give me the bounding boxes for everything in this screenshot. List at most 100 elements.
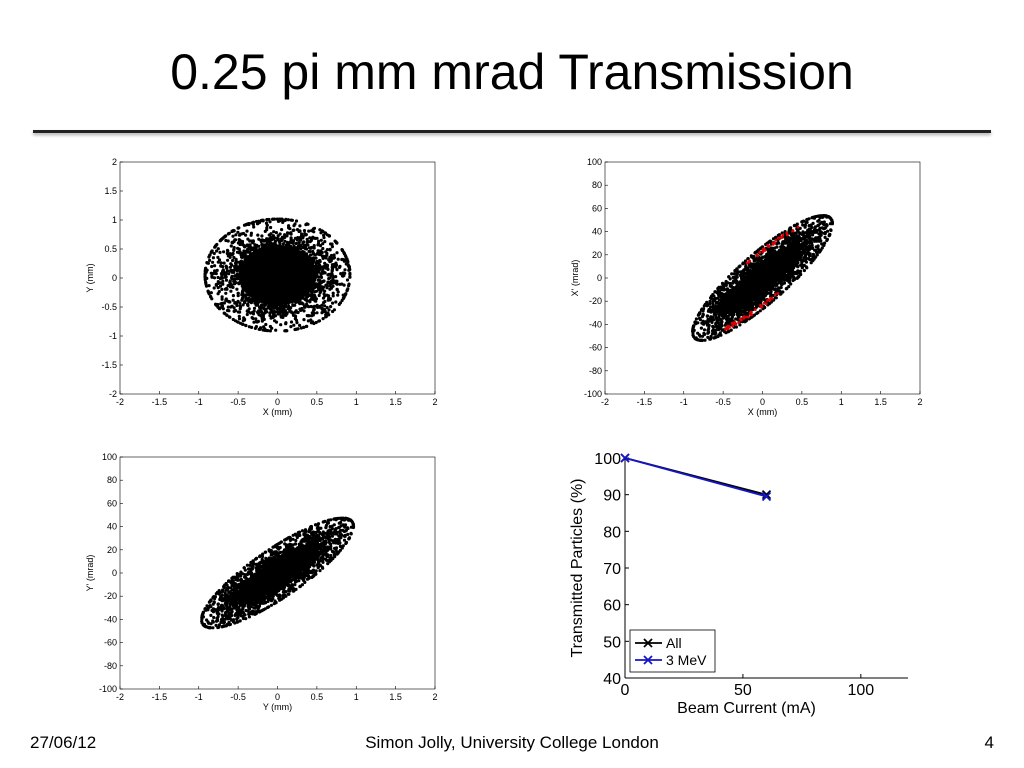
scatter-point (799, 273, 802, 276)
scatter-point (329, 260, 332, 263)
scatter-point (204, 281, 207, 284)
scatter-point (244, 324, 247, 327)
scatter-point (812, 216, 815, 219)
scatter-point (242, 252, 245, 255)
scatter-point (256, 234, 259, 237)
scatter-point (713, 308, 716, 311)
scatter-point (332, 292, 335, 295)
scatter-point (804, 226, 807, 229)
scatter-point (275, 321, 278, 324)
scatter-point (263, 329, 266, 332)
scatter-point (311, 311, 314, 314)
scatter-point (229, 262, 232, 265)
scatter-point (721, 283, 724, 286)
scatter-point (818, 237, 821, 240)
scatter-point (269, 226, 272, 229)
scatter-point (226, 249, 229, 252)
scatter-point (218, 251, 221, 254)
x-tick-label: -2 (116, 397, 124, 407)
scatter-point (335, 241, 338, 244)
scatter-point (295, 242, 298, 245)
scatter-point (224, 299, 227, 302)
scatter-point (224, 276, 227, 279)
scatter-point (235, 288, 238, 291)
scatter-point (755, 312, 758, 315)
scatter-point (345, 262, 348, 265)
y-tick-label: -0.5 (101, 302, 117, 312)
scatter-point (817, 232, 820, 235)
scatter-point (311, 251, 314, 254)
scatter-point (323, 304, 326, 307)
scatter-point (320, 281, 323, 284)
scatter-point (313, 244, 316, 247)
scatter-point (226, 259, 229, 262)
scatter-point (313, 297, 316, 300)
scatter-point (331, 274, 334, 277)
scatter-point (278, 242, 281, 245)
scatter-point (734, 269, 737, 272)
scatter-point (317, 283, 320, 286)
y-axis-label: Y (mm) (85, 263, 95, 292)
scatter-point (800, 237, 803, 240)
scatter-point (217, 280, 220, 283)
scatter-point (331, 245, 334, 248)
scatter-point (277, 234, 280, 237)
scatter-point (308, 236, 311, 239)
scatter-point (215, 243, 218, 246)
scatter-point (341, 258, 344, 261)
scatter-point (211, 249, 214, 252)
y-tick-label: -1.5 (101, 360, 117, 370)
title-divider (33, 130, 991, 133)
scatter-point (217, 247, 220, 250)
scatter-point (207, 262, 210, 265)
scatter-point (208, 254, 211, 257)
scatter-point (699, 339, 702, 342)
scatter-density-core (238, 245, 316, 305)
scatter-point (204, 267, 207, 270)
scatter-point (260, 243, 263, 246)
scatter-point (791, 279, 794, 282)
scatter-point (348, 265, 351, 268)
scatter-point (213, 252, 216, 255)
scatter-point (303, 232, 306, 235)
scatter-point (718, 322, 721, 325)
scatter-point (330, 287, 333, 290)
scatter-point (806, 229, 809, 232)
scatter-point (233, 246, 236, 249)
scatter-point (314, 253, 317, 256)
scatter-point (257, 320, 260, 323)
scatter-point (232, 299, 235, 302)
scatter-point (216, 269, 219, 272)
scatter-point (280, 315, 283, 318)
scatter-point (258, 313, 261, 316)
scatter-point (231, 305, 234, 308)
scatter-point (223, 262, 226, 265)
scatter-point (316, 304, 319, 307)
scatter-point (231, 241, 234, 244)
scatter-point (336, 294, 339, 297)
scatter-point (253, 310, 256, 313)
scatter-point (231, 259, 234, 262)
scatter-point (242, 303, 245, 306)
scatter-point (268, 311, 271, 314)
scatter-point (314, 257, 317, 260)
scatter-point (240, 299, 243, 302)
scatter-point (725, 331, 728, 334)
scatter-point (345, 289, 348, 292)
scatter-point (241, 323, 244, 326)
scatter-point (255, 244, 258, 247)
scatter-point (225, 288, 228, 291)
scatter-point (238, 317, 241, 320)
scatter-point (794, 236, 797, 239)
scatter-point (317, 249, 320, 252)
scatter-point (281, 221, 284, 224)
scatter-point (299, 309, 302, 312)
y-tick-label: -2 (109, 389, 117, 399)
scatter-point (327, 297, 330, 300)
scatter-point (237, 292, 240, 295)
scatter-point (319, 291, 322, 294)
scatter-point (237, 310, 240, 313)
scatter-point (786, 274, 789, 277)
scatter-point (245, 230, 248, 233)
scatter-point (318, 319, 321, 322)
